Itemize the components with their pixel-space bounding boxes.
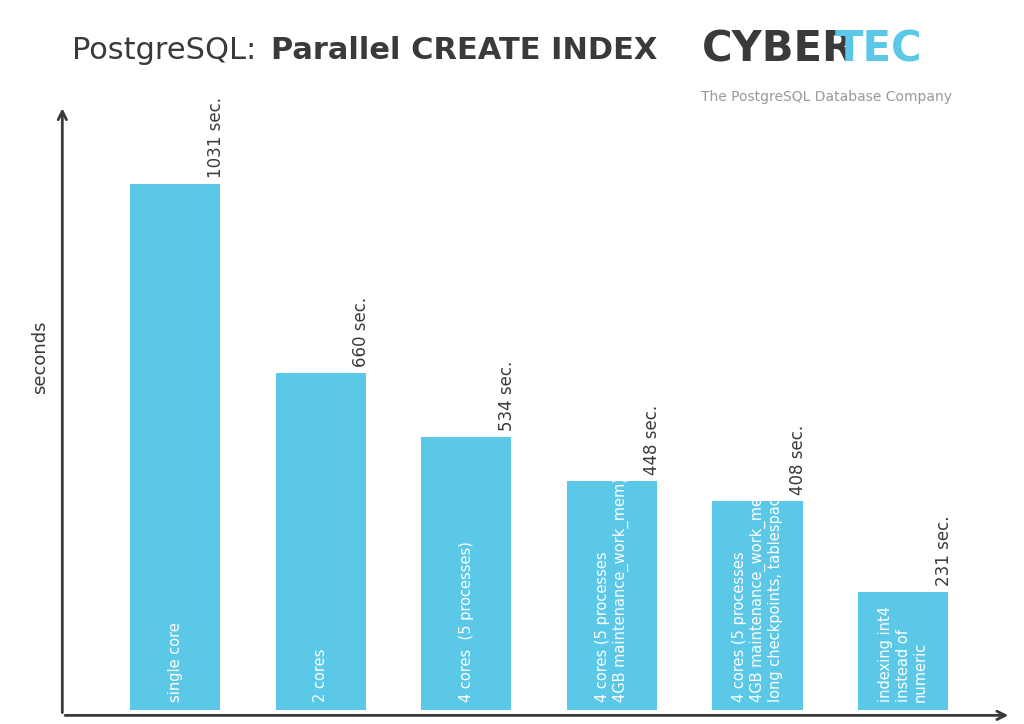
Text: 2 cores: 2 cores [313, 649, 329, 702]
Text: seconds: seconds [31, 321, 49, 395]
Text: 231 sec.: 231 sec. [935, 515, 952, 586]
Text: The PostgreSQL Database Company: The PostgreSQL Database Company [701, 90, 952, 104]
Text: PostgreSQL:: PostgreSQL: [72, 36, 265, 65]
Text: 534 sec.: 534 sec. [498, 361, 516, 431]
Text: 660 sec.: 660 sec. [352, 297, 371, 367]
Text: indexing int4
instead of
numeric: indexing int4 instead of numeric [879, 606, 928, 702]
Text: 4 cores (5 processes
4GB maintenance_work_mem): 4 cores (5 processes 4GB maintenance_wor… [595, 477, 629, 702]
Bar [130, 184, 220, 710]
Bar [713, 502, 803, 710]
Text: Parallel CREATE INDEX: Parallel CREATE INDEX [271, 36, 657, 65]
Bar [858, 592, 948, 710]
Text: 408 sec.: 408 sec. [790, 425, 807, 495]
Bar [275, 373, 366, 710]
Text: 4 cores  (5 processes): 4 cores (5 processes) [459, 541, 474, 702]
Text: 1031 sec.: 1031 sec. [207, 96, 225, 177]
Text: 4 cores (5 processes
4GB maintenance_work_mem
long checkpoints, tablespaces): 4 cores (5 processes 4GB maintenance_wor… [732, 475, 783, 702]
Text: CYBER: CYBER [701, 29, 855, 71]
Text: TEC: TEC [835, 29, 923, 71]
Bar [421, 437, 511, 710]
Bar [566, 481, 657, 710]
Text: single core: single core [168, 622, 182, 702]
Text: 448 sec.: 448 sec. [643, 405, 662, 475]
